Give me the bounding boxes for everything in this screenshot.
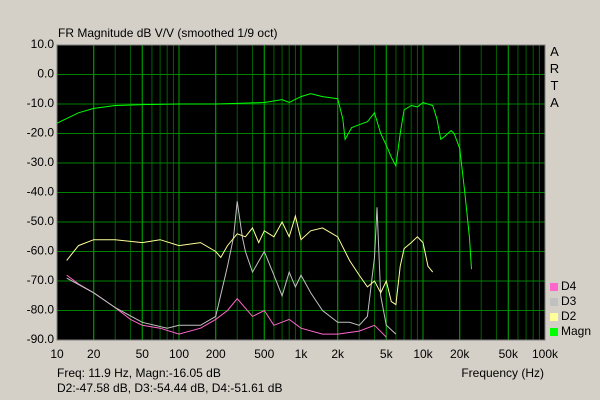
series-line [66,274,387,338]
y-tick-label: -10.0 [27,96,55,110]
x-tick-label: 20k [450,347,470,361]
legend-label: D2 [561,309,577,323]
legend-label: D3 [561,294,577,308]
x-axis-label: Frequency (Hz) [461,366,544,380]
chart-title: FR Magnitude dB V/V (smoothed 1/9 oct) [58,26,277,40]
x-tick-label: 200 [206,347,226,361]
y-tick-label: -90.0 [27,332,55,346]
y-tick-label: -50.0 [27,214,55,228]
y-tick-label: -60.0 [27,244,55,258]
readout: D2:-47.58 dB, D3:-54.44 dB, D4:-51.61 dB [57,381,282,395]
y-tick-label: 10.0 [31,37,55,51]
legend-swatch [550,298,558,306]
legend-swatch [550,328,558,336]
series-line [66,201,397,335]
x-tick-label: 1k [295,347,309,361]
readout: Freq: 11.9 Hz, Magn:-16.05 dB [57,366,221,380]
x-tick-label: 10k [413,347,433,361]
y-tick-label: -30.0 [27,155,55,169]
series-line [56,93,472,270]
plot-border [56,44,546,341]
legend-swatch [550,313,558,321]
x-tick-label: 10 [50,347,64,361]
x-tick-label: 100 [169,347,189,361]
legend-label: Magn [561,324,591,338]
x-tick-label: 500 [254,347,274,361]
y-tick-label: -20.0 [27,126,55,140]
y-tick-label: -70.0 [27,273,55,287]
y-tick-label: -80.0 [27,303,55,317]
legend-label: D4 [561,279,577,293]
x-tick-label: 50 [136,347,150,361]
watermark: ARTA [547,44,562,112]
x-tick-label: 2k [331,347,345,361]
series-line [66,214,434,306]
y-tick-label: 0.0 [37,67,54,81]
x-tick-label: 20 [87,347,101,361]
y-tick-label: -40.0 [27,185,55,199]
x-tick-label: 50k [499,347,519,361]
x-tick-label: 100k [532,347,559,361]
x-tick-label: 5k [380,347,394,361]
legend-swatch [550,283,558,291]
